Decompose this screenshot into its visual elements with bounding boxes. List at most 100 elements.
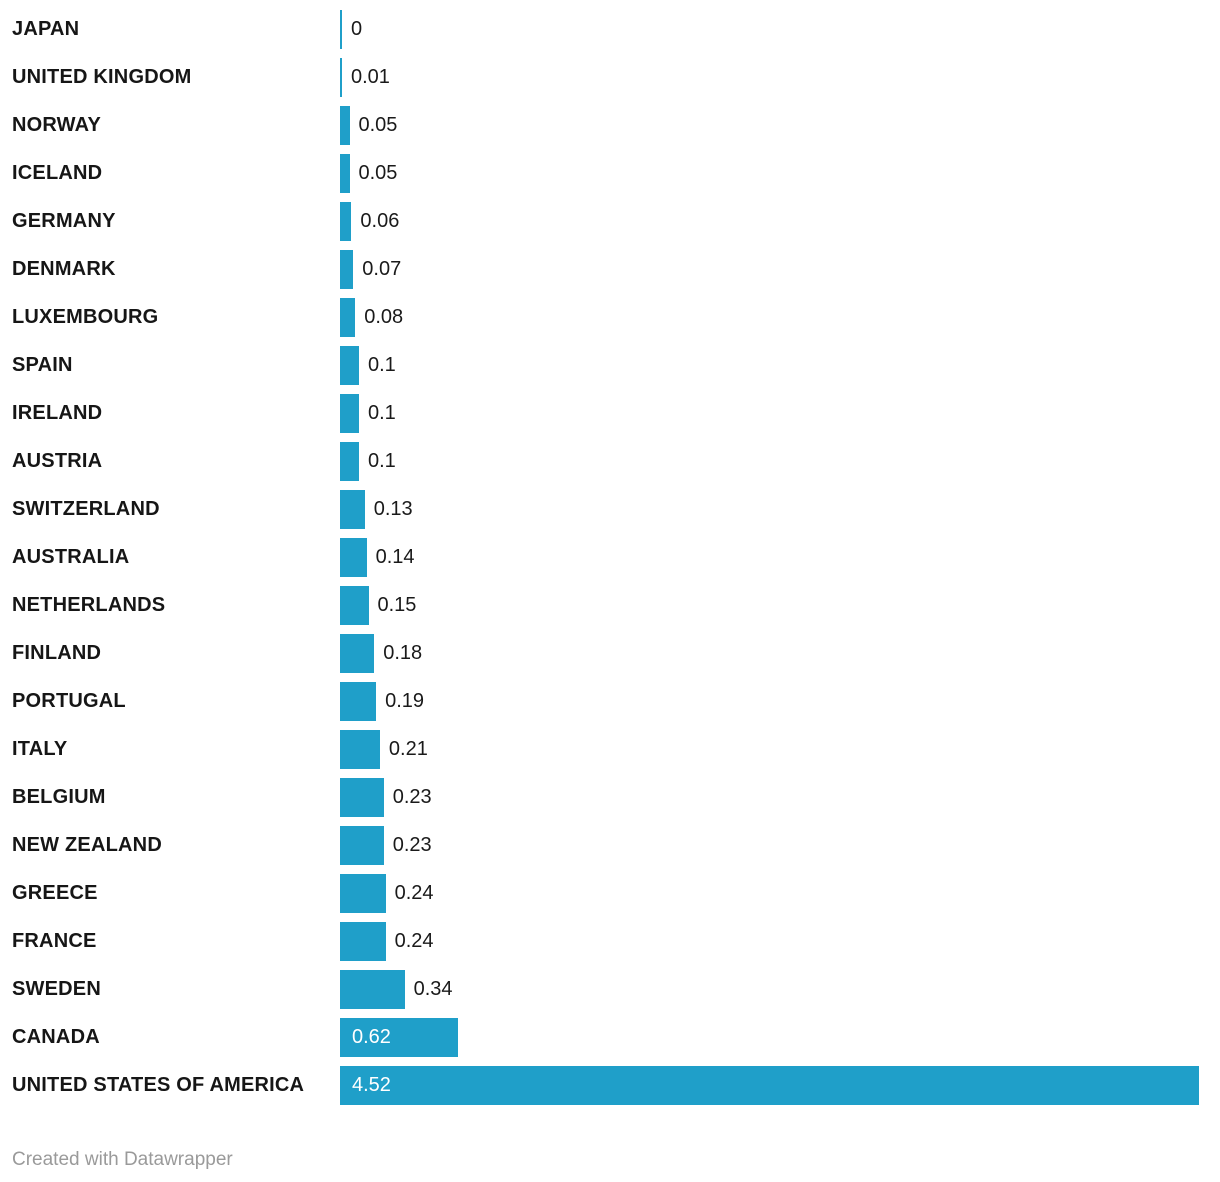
country-label: ICELAND xyxy=(12,161,103,184)
country-label: NORWAY xyxy=(12,113,102,136)
country-label: GREECE xyxy=(12,881,98,904)
chart-row: UNITED KINGDOM 0.01 xyxy=(0,53,1220,101)
chart-row: AUSTRIA 0.1 xyxy=(0,437,1220,485)
value-label: 0.34 xyxy=(413,977,453,1000)
chart-row: BELGIUM 0.23 xyxy=(0,773,1220,821)
bar-area: 0.23 xyxy=(340,825,1220,865)
bar xyxy=(340,489,365,529)
bar xyxy=(340,393,359,433)
chart-row: NETHERLANDS 0.15 xyxy=(0,581,1220,629)
country-label: GERMANY xyxy=(12,209,116,232)
bar-area: 0.23 xyxy=(340,777,1220,817)
value-label: 0.1 xyxy=(368,401,396,424)
value-label: 0.62 xyxy=(352,1025,391,1048)
chart-row: FRANCE 0.24 xyxy=(0,917,1220,965)
bar xyxy=(340,537,367,577)
bar xyxy=(340,297,356,337)
bar-area: 0.62 xyxy=(340,1017,1220,1057)
bar-area: 0.24 xyxy=(340,873,1220,913)
value-label: 0.19 xyxy=(385,689,425,712)
value-label: 0.06 xyxy=(360,209,400,232)
value-label: 0.24 xyxy=(394,881,434,904)
chart-row: GERMANY 0.06 xyxy=(0,197,1220,245)
bar-area: 0.1 xyxy=(340,393,1220,433)
bar xyxy=(340,1065,1199,1105)
chart-row: IRELAND 0.1 xyxy=(0,389,1220,437)
value-label: 0.07 xyxy=(362,257,402,280)
country-label: UNITED STATES OF AMERICA xyxy=(12,1073,305,1096)
bar-area: 0 xyxy=(340,9,1220,49)
bar xyxy=(340,153,350,193)
chart-row: GREECE 0.24 xyxy=(0,869,1220,917)
value-label: 0.08 xyxy=(364,305,404,328)
chart-row: SPAIN 0.1 xyxy=(0,341,1220,389)
value-label: 0.1 xyxy=(368,449,396,472)
bar xyxy=(340,969,405,1009)
country-label: IRELAND xyxy=(12,401,103,424)
bar xyxy=(340,9,342,49)
chart-row: SWITZERLAND 0.13 xyxy=(0,485,1220,533)
bar-area: 0.19 xyxy=(340,681,1220,721)
bar-area: 0.05 xyxy=(340,153,1220,193)
bar xyxy=(340,345,359,385)
chart-row: ITALY 0.21 xyxy=(0,725,1220,773)
bar xyxy=(340,825,384,865)
bar-area: 0.21 xyxy=(340,729,1220,769)
bar-area: 0.14 xyxy=(340,537,1220,577)
country-label: FINLAND xyxy=(12,641,102,664)
bar xyxy=(340,633,375,673)
value-label: 0.14 xyxy=(375,545,415,568)
country-label: LUXEMBOURG xyxy=(12,305,159,328)
bar xyxy=(340,777,384,817)
value-label: 0 xyxy=(351,17,363,40)
country-label: NETHERLANDS xyxy=(12,593,166,616)
country-label: JAPAN xyxy=(12,17,80,40)
chart-row: ICELAND 0.05 xyxy=(0,149,1220,197)
bar xyxy=(340,921,386,961)
bar xyxy=(340,201,352,241)
bar xyxy=(340,873,386,913)
chart-row: FINLAND 0.18 xyxy=(0,629,1220,677)
country-label: SWEDEN xyxy=(12,977,101,1000)
chart-row: NEW ZEALAND 0.23 xyxy=(0,821,1220,869)
chart-row: NORWAY 0.05 xyxy=(0,101,1220,149)
bar xyxy=(340,249,354,289)
bar-area: 4.52 xyxy=(340,1065,1220,1105)
bar xyxy=(340,441,359,481)
value-label: 0.13 xyxy=(373,497,413,520)
bar-area: 0.18 xyxy=(340,633,1220,673)
country-label: UNITED KINGDOM xyxy=(12,65,192,88)
bar xyxy=(340,1017,458,1057)
country-label: AUSTRIA xyxy=(12,449,103,472)
bar xyxy=(340,585,369,625)
value-label: 4.52 xyxy=(352,1073,391,1096)
country-label: AUSTRALIA xyxy=(12,545,130,568)
bar xyxy=(340,57,342,97)
country-label: PORTUGAL xyxy=(12,689,126,712)
value-label: 0.23 xyxy=(392,785,432,808)
value-label: 0.05 xyxy=(358,113,398,136)
country-label: BELGIUM xyxy=(12,785,106,808)
value-label: 0.18 xyxy=(383,641,423,664)
country-label: CANADA xyxy=(12,1025,100,1048)
value-label: 0.21 xyxy=(388,737,428,760)
chart-row: UNITED STATES OF AMERICA 4.52 xyxy=(0,1061,1220,1109)
chart-row: CANADA 0.62 xyxy=(0,1013,1220,1061)
bar-area: 0.07 xyxy=(340,249,1220,289)
value-label: 0.01 xyxy=(351,65,390,88)
bar xyxy=(340,729,380,769)
chart-row: SWEDEN 0.34 xyxy=(0,965,1220,1013)
bar-area: 0.15 xyxy=(340,585,1220,625)
value-label: 0.05 xyxy=(358,161,398,184)
chart-rows: JAPAN 0 UNITED KINGDOM 0.01 NORWAY 0.05 ICELAN… xyxy=(0,5,1220,1109)
chart-row: DENMARK 0.07 xyxy=(0,245,1220,293)
datawrapper-credit: Created with Datawrapper xyxy=(12,1149,233,1170)
bar xyxy=(340,681,377,721)
chart-row: LUXEMBOURG 0.08 xyxy=(0,293,1220,341)
value-label: 0.23 xyxy=(392,833,432,856)
bar-area: 0.08 xyxy=(340,297,1220,337)
country-label: FRANCE xyxy=(12,929,97,952)
bar-area: 0.05 xyxy=(340,105,1220,145)
value-label: 0.15 xyxy=(377,593,417,616)
